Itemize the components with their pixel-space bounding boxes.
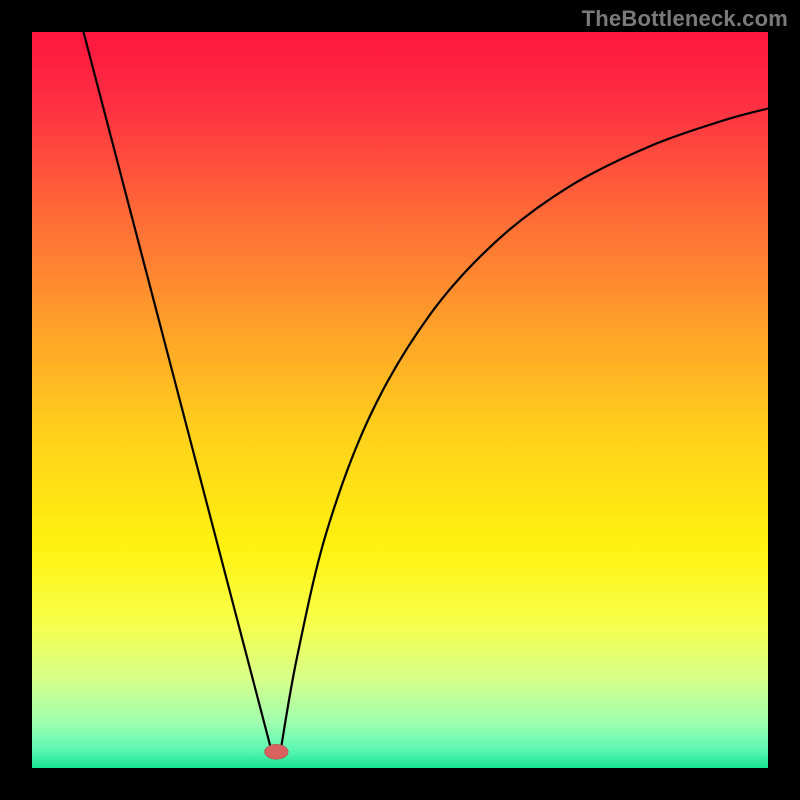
chart-container: TheBottleneck.com bbox=[0, 0, 800, 800]
plot-area bbox=[32, 32, 768, 768]
watermark-text: TheBottleneck.com bbox=[582, 6, 788, 32]
minimum-marker bbox=[265, 744, 289, 759]
chart-svg bbox=[32, 32, 768, 768]
